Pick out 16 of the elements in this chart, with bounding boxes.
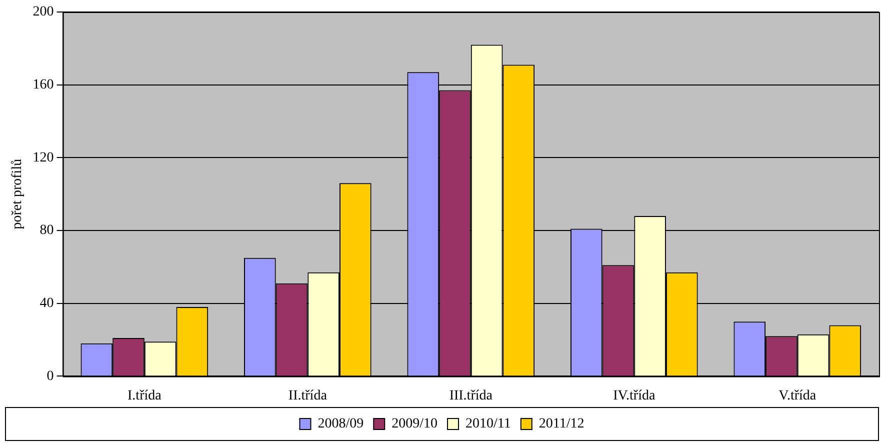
- x-tick-label: I.třída: [128, 388, 162, 404]
- legend-label: 2011/12: [538, 416, 584, 432]
- x-tick-label: III.třída: [449, 388, 494, 404]
- legend-label: 2010/11: [466, 416, 511, 432]
- y-tick-label: 120: [32, 150, 54, 166]
- legend-label: 2009/10: [392, 416, 438, 432]
- y-tick-label: 160: [32, 78, 54, 93]
- y-tick-label: 0: [46, 368, 54, 384]
- y-axis-title: pořet profilů: [10, 158, 26, 230]
- legend-label: 2008/09: [318, 416, 364, 432]
- y-tick-label: 80: [40, 223, 54, 238]
- y-tick-label: 40: [40, 296, 54, 312]
- x-tick-label: IV.třída: [613, 388, 656, 404]
- x-tick-label: II.třída: [288, 388, 328, 404]
- y-tick-label: 200: [32, 4, 54, 20]
- x-tick-label: V.třída: [778, 388, 817, 404]
